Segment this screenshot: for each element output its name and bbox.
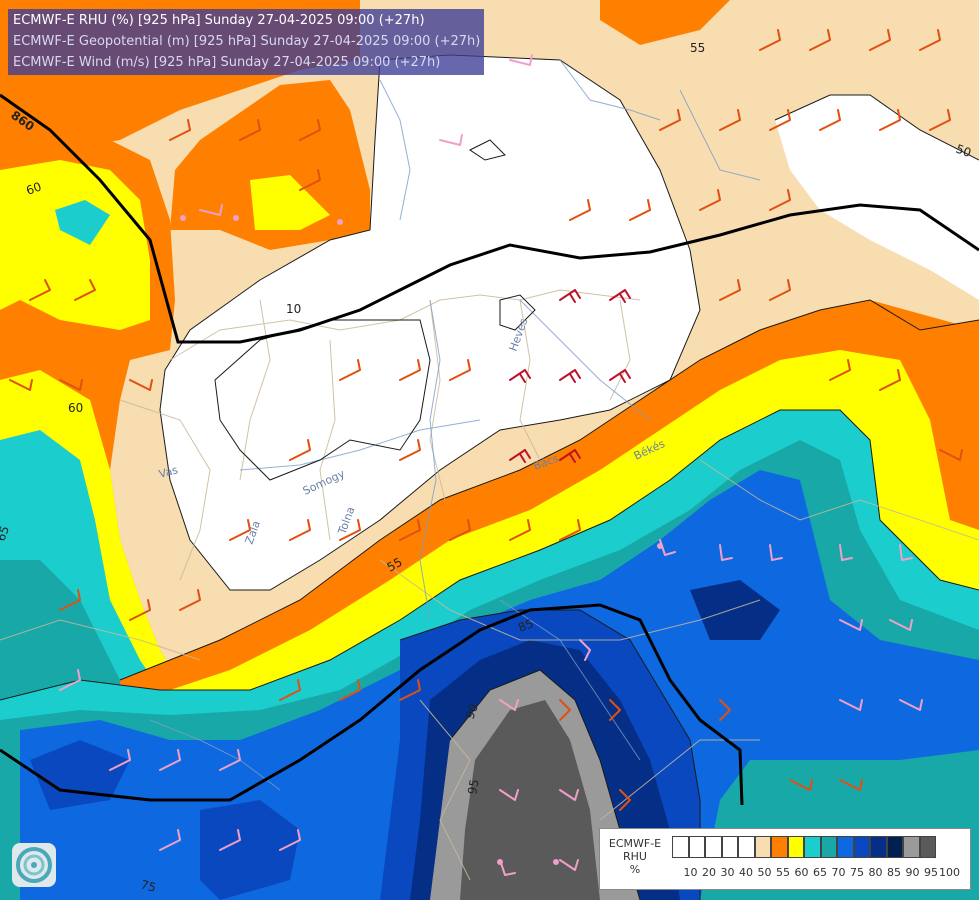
rhu-75-label: 75: [139, 877, 157, 894]
legend-tick-label: 55: [776, 866, 790, 879]
rhu-50-right-label: 50: [954, 142, 973, 160]
rhu-band-90-east: [690, 580, 780, 640]
rhu-band-100-center: [460, 700, 600, 900]
legend-tick-label: 40: [739, 866, 753, 879]
legend-swatch: [837, 836, 854, 858]
legend-tick-label: 70: [831, 866, 846, 879]
legend-tick-label: 100: [939, 866, 960, 879]
legend-ticks: 10 20 30 40 50 55 60 65 70 75 80 85 90 95 100: [672, 866, 968, 880]
map-title-box: ECMWF-E RHU (%) [925 hPa] Sunday 27-04-2…: [8, 9, 484, 75]
legend-tick-label: 80: [868, 866, 883, 879]
legend-swatches: [672, 836, 936, 858]
rivers: [149, 59, 761, 791]
legend-swatch: [705, 836, 722, 858]
legend-swatch: [804, 836, 821, 858]
geopotential-860-line: [0, 93, 979, 806]
logo-swirl: [16, 847, 52, 883]
rhu-10-label: 10: [286, 302, 301, 316]
rhu-contour-lines: [0, 54, 979, 900]
legend-title-line2: RHU: [623, 850, 647, 863]
legend-tick-label: 20: [702, 866, 716, 879]
legend-swatch: [903, 836, 920, 858]
legend-swatch: [672, 836, 689, 858]
legend-tick-label: 85: [887, 866, 901, 879]
legend-title-line1: ECMWF-E: [608, 837, 662, 850]
rhu-band-75-lowleft: [0, 560, 140, 720]
legend-swatch: [771, 836, 788, 858]
title-rhu: ECMWF-E RHU (%) [925 hPa] Sunday 27-04-2…: [13, 13, 425, 28]
wind-barbs-orange: [9, 29, 963, 811]
ogimet-logo-icon: [12, 843, 56, 887]
rhu-band-60-topright: [600, 0, 730, 45]
rhu-95-label: 95: [465, 778, 481, 795]
wind-barbs-red: [509, 289, 631, 463]
legend-swatch: [886, 836, 903, 858]
legend-tick-label: 50: [757, 866, 772, 879]
legend-swatch: [853, 836, 870, 858]
legend-tick-label: 75: [850, 866, 864, 879]
legend-tick-label: 60: [794, 866, 809, 879]
rhu-band-dry-center: [160, 55, 700, 590]
rhu-band-60-east: [910, 320, 979, 530]
title-wind: ECMWF-E Wind (m/s) [925 hPa] Sunday 27-0…: [13, 55, 441, 70]
place-vas: Vas: [157, 463, 179, 481]
legend-tick-label: 30: [720, 866, 735, 879]
rhu-band-70-spot: [55, 200, 110, 245]
rhu-55-center-label: 55: [385, 555, 405, 575]
rhu-legend: ECMWF-E RHU % 10 20 30 40 50 55 60 65 70 75 80 85 90…: [599, 828, 971, 890]
legend-tick-label: 95: [924, 866, 938, 879]
legend-title-line3: %: [629, 863, 641, 876]
rhu-band-dry-right: [775, 95, 979, 300]
legend-swatch: [919, 836, 936, 858]
legend-tick-label: 90: [905, 866, 920, 879]
rhu-90-label: 90: [463, 702, 481, 721]
legend-title: ECMWF-E RHU %: [602, 837, 668, 876]
rhu-band-85-sw: [200, 800, 300, 900]
legend-swatch: [870, 836, 887, 858]
legend-swatch: [688, 836, 705, 858]
legend-tick-label: 65: [813, 866, 827, 879]
legend-swatch: [820, 836, 837, 858]
rhu-band-65-left: [0, 160, 150, 330]
rhu-60-mid-label: 60: [68, 401, 83, 415]
legend-swatch: [738, 836, 755, 858]
legend-swatch: [754, 836, 771, 858]
wind-calm-dots: [180, 215, 663, 865]
legend-swatch: [787, 836, 804, 858]
wind-barbs-pink: [59, 54, 923, 876]
legend-swatch: [721, 836, 738, 858]
rhu-55-top-label: 55: [690, 41, 705, 55]
rhu-60-left-label: 60: [24, 179, 43, 197]
legend-tick-label: 10: [683, 866, 698, 879]
rhu-85-label: 85: [516, 616, 535, 634]
title-geopotential: ECMWF-E Geopotential (m) [925 hPa] Sunda…: [13, 34, 481, 49]
rhu-band-85-west: [30, 740, 130, 810]
rhu-band-65-center: [250, 175, 330, 230]
